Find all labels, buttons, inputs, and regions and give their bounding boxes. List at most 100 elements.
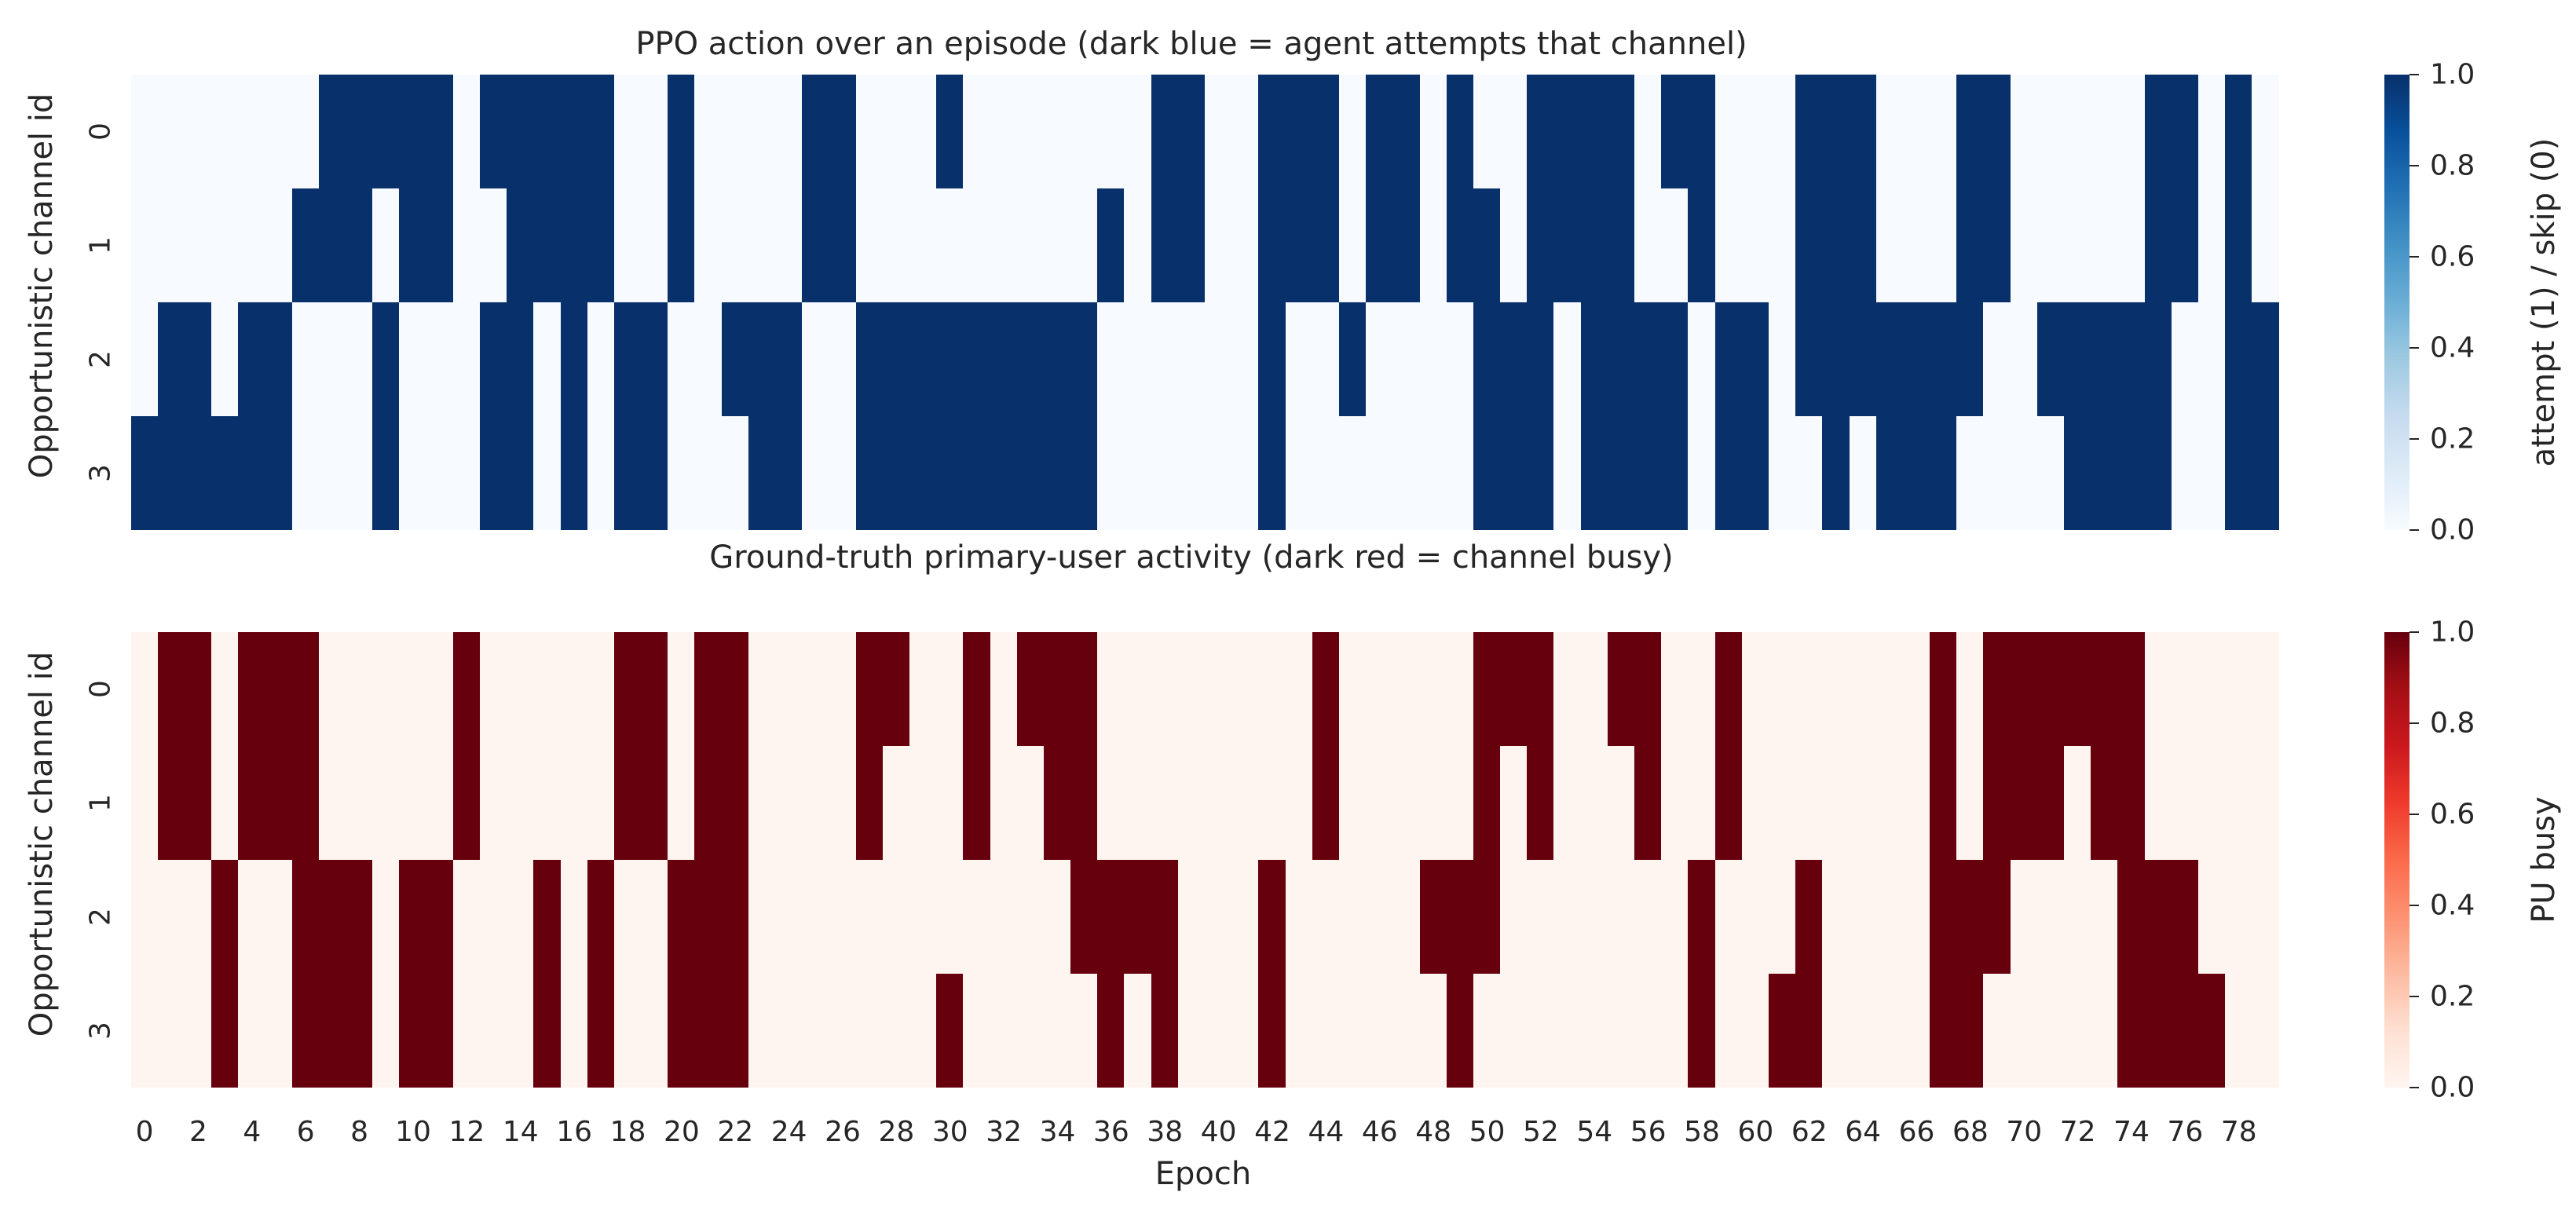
top-cell-r1-c45 (1339, 188, 1367, 302)
bottom-cell-r3-c78 (2225, 974, 2252, 1088)
top-y-axis-label: Opportunistic channel id (24, 93, 60, 479)
top-cell-r1-c77 (2198, 188, 2226, 302)
bottom-cell-r3-c15 (533, 974, 561, 1088)
top-cell-r1-c7 (319, 188, 346, 302)
top-heatmap-cells (131, 75, 2279, 530)
bottom-cell-r0-c18 (614, 632, 642, 746)
bottom-cell-r2-c53 (1553, 860, 1582, 974)
bottom-cell-r2-c62 (1795, 860, 1823, 974)
bottom-cell-r1-c66 (1903, 746, 1930, 860)
bottom-cell-r0-c56 (1634, 632, 1662, 746)
bottom-cell-r2-c75 (2145, 860, 2172, 974)
top-cell-r3-c62 (1795, 416, 1823, 530)
top-cell-r2-c3 (211, 302, 239, 416)
bottom-x-tick-20: 20 (664, 1116, 700, 1148)
top-cell-r1-c39 (1178, 188, 1206, 302)
top-cell-r3-c40 (1205, 416, 1232, 530)
bottom-x-axis-label: Epoch (1155, 1156, 1251, 1192)
bottom-cell-r2-c25 (802, 860, 829, 974)
top-cell-r1-c73 (2091, 188, 2118, 302)
top-cell-r1-c48 (1420, 188, 1447, 302)
bottom-x-tick-42: 42 (1254, 1116, 1290, 1148)
top-cell-r1-c55 (1608, 188, 1635, 302)
bottom-cell-r2-c36 (1097, 860, 1125, 974)
bottom-cell-r2-c2 (185, 860, 212, 974)
top-cell-r2-c25 (802, 302, 829, 416)
top-cell-r1-c1 (158, 188, 185, 302)
top-cell-r2-c70 (2011, 302, 2038, 416)
bottom-cell-r1-c63 (1822, 746, 1850, 860)
top-cell-r2-c66 (1903, 302, 1930, 416)
top-cell-r2-c31 (963, 302, 990, 416)
top-cell-r0-c12 (453, 75, 481, 188)
bottom-cell-r3-c11 (426, 974, 454, 1088)
bottom-cell-r1-c4 (238, 746, 265, 860)
bottom-cell-r1-c79 (2252, 746, 2279, 860)
top-cell-r1-c22 (722, 188, 749, 302)
bottom-x-tick-64: 64 (1845, 1116, 1881, 1148)
bottom-cell-r0-c53 (1553, 632, 1582, 746)
top-cell-r2-c45 (1339, 302, 1367, 416)
bottom-y-tick-1: 1 (85, 794, 117, 812)
bottom-cell-r3-c9 (372, 974, 400, 1088)
bottom-cell-r0-c61 (1769, 632, 1796, 746)
top-cell-r1-c11 (426, 188, 454, 302)
top-cell-r1-c13 (480, 188, 507, 302)
top-cell-r3-c21 (694, 416, 723, 530)
top-cell-r0-c15 (533, 75, 561, 188)
top-cell-r3-c78 (2225, 416, 2252, 530)
top-cell-r0-c69 (1983, 75, 2011, 188)
bottom-cell-r1-c56 (1634, 746, 1662, 860)
top-cell-r0-c56 (1634, 75, 1662, 188)
bottom-x-tick-30: 30 (932, 1116, 968, 1148)
bottom-cell-r1-c0 (131, 746, 159, 860)
bottom-cell-r1-c48 (1420, 746, 1447, 860)
top-cell-r2-c58 (1688, 302, 1716, 416)
bottom-cell-r1-c59 (1715, 746, 1743, 860)
top-cell-r0-c6 (292, 75, 320, 188)
top-cell-r0-c21 (694, 75, 723, 188)
bottom-cell-r1-c29 (909, 746, 937, 860)
top-cell-r1-c29 (909, 188, 937, 302)
bottom-cell-r2-c8 (346, 860, 373, 974)
bottom-cell-r3-c60 (1742, 974, 1769, 1088)
top-cell-r2-c51 (1500, 302, 1528, 416)
top-cell-r2-c38 (1151, 302, 1179, 416)
bottom-cell-r3-c68 (1956, 974, 1984, 1088)
top-cell-r2-c71 (2037, 302, 2065, 416)
bottom-x-tick-32: 32 (986, 1116, 1022, 1148)
bottom-cell-r1-c57 (1661, 746, 1689, 860)
bottom-cell-r2-c20 (668, 860, 695, 974)
top-colorbar-tick-label: 0.6 (2430, 241, 2475, 273)
bottom-cell-r3-c42 (1258, 974, 1286, 1088)
top-cell-r1-c58 (1688, 188, 1716, 302)
top-cell-r1-c3 (211, 188, 239, 302)
bottom-cell-r2-c0 (131, 860, 159, 974)
bottom-cell-r0-c6 (292, 632, 320, 746)
bottom-cell-r3-c57 (1661, 974, 1689, 1088)
bottom-cell-r1-c53 (1553, 746, 1582, 860)
top-cell-r3-c10 (399, 416, 427, 530)
top-cell-r2-c57 (1661, 302, 1689, 416)
bottom-cell-r2-c70 (2011, 860, 2038, 974)
bottom-colorbar-tick-label: 0.8 (2430, 708, 2475, 740)
top-cell-r0-c67 (1930, 75, 1957, 188)
bottom-cell-r3-c77 (2198, 974, 2226, 1088)
bottom-cell-r3-c40 (1205, 974, 1232, 1088)
top-cell-r1-c66 (1903, 188, 1930, 302)
top-cell-r2-c61 (1769, 302, 1796, 416)
top-cell-r2-c79 (2252, 302, 2279, 416)
top-cell-r2-c13 (480, 302, 507, 416)
bottom-cell-r2-c28 (883, 860, 910, 974)
top-cell-r2-c18 (614, 302, 642, 416)
bottom-cell-r1-c3 (211, 746, 239, 860)
bottom-cell-r0-c38 (1151, 632, 1179, 746)
bottom-cell-r0-c5 (265, 632, 293, 746)
bottom-cell-r3-c65 (1876, 974, 1904, 1088)
bottom-cell-r0-c10 (399, 632, 427, 746)
bottom-cell-r2-c73 (2091, 860, 2118, 974)
top-cell-r3-c50 (1473, 416, 1501, 530)
bottom-cell-r2-c63 (1822, 860, 1850, 974)
top-cell-r0-c61 (1769, 75, 1796, 188)
bottom-cell-r2-c31 (963, 860, 990, 974)
